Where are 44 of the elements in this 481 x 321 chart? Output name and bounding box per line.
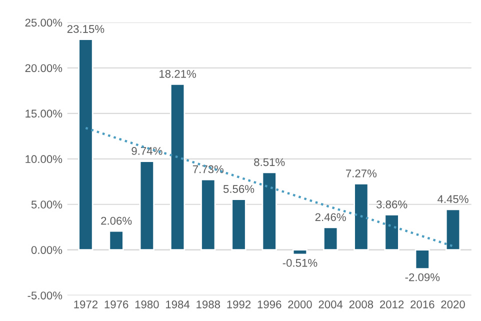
data-label: 5.56% [223, 185, 254, 193]
bar [322, 226, 338, 251]
bar [384, 214, 400, 251]
x-tick-label: 2016 [410, 300, 434, 308]
x-tick-label: 1972 [74, 300, 98, 308]
x-tick-label: 1992 [227, 300, 251, 308]
bar [354, 183, 369, 251]
y-tick-label: 5.00% [31, 200, 62, 209]
x-tick-label: 2000 [288, 300, 312, 308]
x-tick-label: 1984 [166, 300, 190, 308]
data-label: 8.51% [254, 158, 285, 166]
data-label: 18.21% [160, 70, 196, 78]
x-tick-label: 1988 [196, 300, 220, 308]
y-tick-label: -5.00% [28, 292, 62, 300]
data-label: 2.06% [101, 216, 132, 225]
bar [445, 208, 461, 251]
bar [262, 172, 277, 251]
bar [292, 249, 308, 256]
bar [200, 178, 216, 251]
data-label: 3.86% [376, 200, 408, 208]
y-tick-label: 10.00% [26, 155, 62, 164]
bar [108, 230, 124, 251]
data-label: 2.46% [315, 213, 346, 222]
data-label: -0.51% [282, 258, 318, 267]
bar [231, 198, 246, 251]
data-label: 23.15% [67, 25, 104, 33]
x-tick-label: 1996 [258, 300, 282, 308]
bar [414, 249, 430, 270]
data-label: 7.27% [346, 169, 377, 178]
x-tick-label: 2004 [318, 300, 343, 308]
x-tick-label: 2008 [349, 300, 374, 308]
bar [170, 84, 186, 251]
x-tick-label: 1976 [104, 300, 128, 308]
x-tick-label: 2012 [380, 300, 404, 308]
y-tick-label: 0.00% [31, 246, 62, 254]
y-tick-label: 15.00% [26, 110, 62, 118]
x-tick-label: 2020 [441, 300, 465, 308]
data-label: -2.09% [405, 273, 440, 282]
data-label: 4.45% [438, 195, 468, 204]
y-tick-label: 20.00% [25, 64, 62, 72]
y-tick-label: 25.00% [25, 18, 62, 27]
bar [78, 38, 94, 251]
x-tick-label: 1980 [135, 300, 159, 308]
bar [139, 160, 155, 251]
